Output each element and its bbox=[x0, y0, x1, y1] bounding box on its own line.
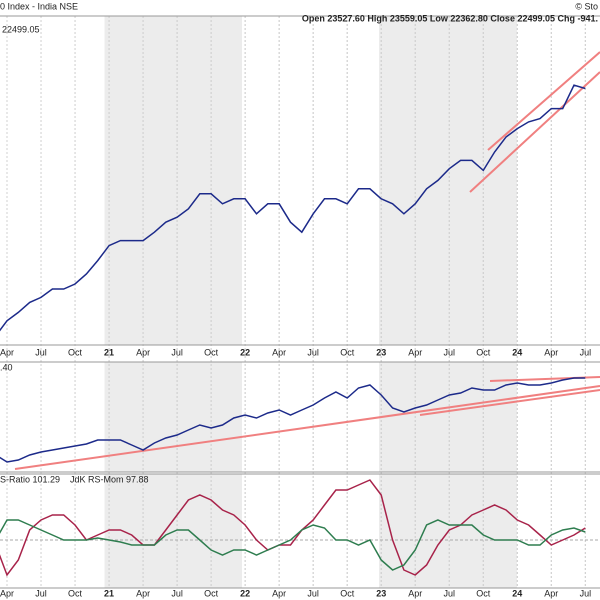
x-tick-label: 22 bbox=[240, 347, 250, 357]
x-tick-label: Apr bbox=[408, 347, 422, 357]
shade bbox=[104, 16, 242, 345]
x-tick-label: 21 bbox=[104, 588, 114, 598]
x-tick-label: 24 bbox=[512, 347, 522, 357]
chart-title: 0 Index - India NSE bbox=[0, 1, 78, 11]
x-tick-label: Oct bbox=[476, 588, 491, 598]
x-tick-label: Jul bbox=[580, 588, 592, 598]
series-line bbox=[0, 479, 586, 577]
x-tick-label: 23 bbox=[376, 347, 386, 357]
shade bbox=[104, 362, 242, 472]
trend-line bbox=[469, 71, 600, 193]
x-tick-label: Apr bbox=[136, 347, 150, 357]
year-shading bbox=[104, 16, 517, 588]
x-tick-label: Oct bbox=[340, 588, 355, 598]
x-tick-label: Apr bbox=[0, 588, 14, 598]
x-tick-label: Apr bbox=[408, 588, 422, 598]
x-tick-label: Apr bbox=[544, 347, 558, 357]
trend-lines bbox=[14, 51, 600, 470]
x-tick-label: Oct bbox=[204, 588, 219, 598]
x-tick-label: Jul bbox=[171, 588, 183, 598]
x-tick-label: Jul bbox=[580, 347, 592, 357]
panel-frame bbox=[0, 361, 600, 473]
x-tick-label: Jul bbox=[307, 347, 319, 357]
x-tick-label: Apr bbox=[0, 347, 14, 357]
x-tick-label: Oct bbox=[68, 588, 83, 598]
series-line bbox=[0, 84, 586, 332]
ohlc-header: Open 23527.60 High 23559.05 Low 22362.80… bbox=[302, 13, 598, 23]
x-tick-label: 24 bbox=[512, 588, 522, 598]
series-line bbox=[0, 519, 586, 571]
x-tick-label: Apr bbox=[272, 588, 286, 598]
x-tick-label: 23 bbox=[376, 588, 386, 598]
x-tick-label: Apr bbox=[544, 588, 558, 598]
x-tick-label: 22 bbox=[240, 588, 250, 598]
shade bbox=[379, 16, 517, 345]
x-tick-label: Oct bbox=[68, 347, 83, 357]
x-tick-label: 21 bbox=[104, 347, 114, 357]
x-tick-label: Jul bbox=[307, 588, 319, 598]
trend-line bbox=[487, 51, 600, 151]
x-tick-label: Oct bbox=[476, 347, 491, 357]
x-tick-label: Apr bbox=[272, 347, 286, 357]
x-tick-label: Jul bbox=[35, 588, 47, 598]
x-tick-label: Jul bbox=[35, 347, 47, 357]
panel-frame bbox=[0, 473, 600, 589]
grid bbox=[6, 16, 586, 588]
x-tick-label: Apr bbox=[136, 588, 150, 598]
x-tick-label: Jul bbox=[171, 347, 183, 357]
x-tick-label: Jul bbox=[443, 347, 455, 357]
legend-entry: JdK RS-Mom 97.88 bbox=[70, 474, 149, 484]
legend-label: 22499.05 bbox=[2, 24, 40, 34]
shade bbox=[379, 362, 517, 472]
x-tick-label: Jul bbox=[443, 588, 455, 598]
trend-line bbox=[14, 385, 600, 470]
legend-entry: S-Ratio 101.29 bbox=[0, 474, 60, 484]
panel-frame bbox=[0, 15, 600, 346]
x-tick-label: Oct bbox=[340, 347, 355, 357]
source: © Sto bbox=[575, 1, 598, 11]
legend-label: .40 bbox=[0, 362, 13, 372]
x-tick-label: Oct bbox=[204, 347, 219, 357]
trend-line bbox=[419, 389, 600, 416]
series-line bbox=[0, 377, 586, 463]
